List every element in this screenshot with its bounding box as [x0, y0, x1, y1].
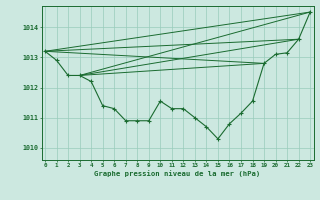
X-axis label: Graphe pression niveau de la mer (hPa): Graphe pression niveau de la mer (hPa) — [94, 170, 261, 177]
